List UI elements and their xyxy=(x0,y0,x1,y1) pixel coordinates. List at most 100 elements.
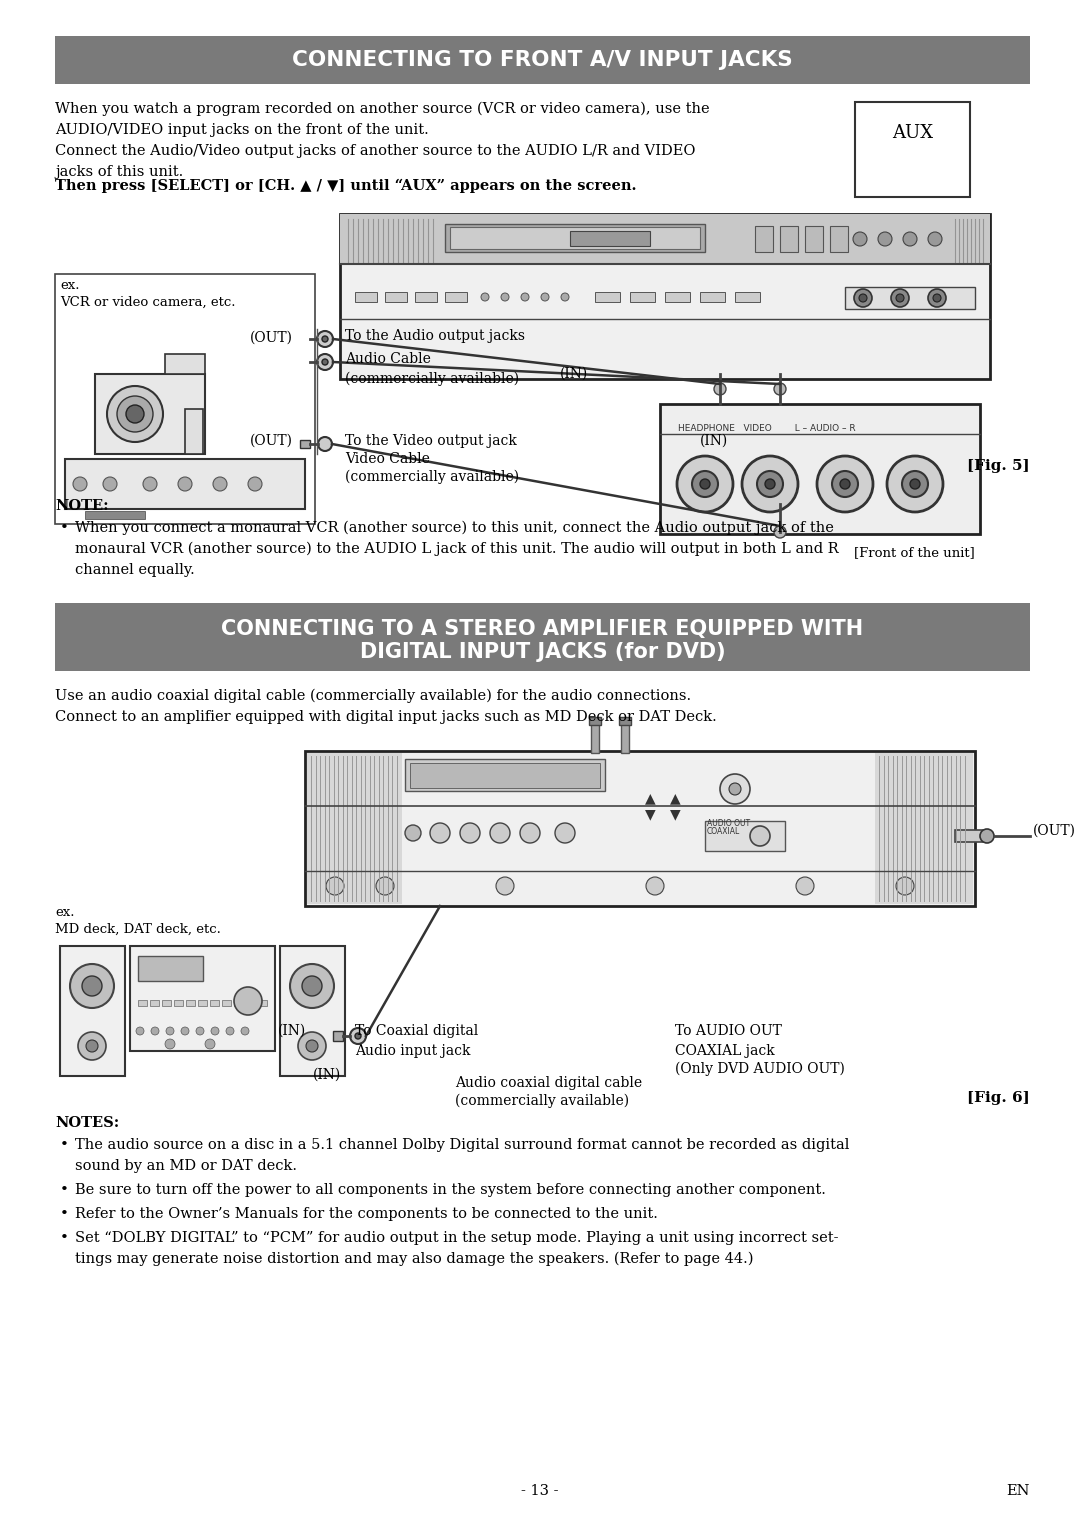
Bar xyxy=(307,752,402,903)
Text: CONNECTING TO A STEREO AMPLIFIER EQUIPPED WITH: CONNECTING TO A STEREO AMPLIFIER EQUIPPE… xyxy=(221,620,864,639)
Text: HEADPHONE   VIDEO        L – AUDIO – R: HEADPHONE VIDEO L – AUDIO – R xyxy=(678,424,855,433)
Circle shape xyxy=(302,977,322,996)
Text: - 13 -: - 13 - xyxy=(522,1483,558,1499)
Circle shape xyxy=(86,1041,98,1051)
Text: Connect to an amplifier equipped with digital input jacks such as MD Deck or DAT: Connect to an amplifier equipped with di… xyxy=(55,710,717,723)
Text: •: • xyxy=(60,1138,69,1152)
Bar xyxy=(570,230,650,246)
Bar xyxy=(258,1000,267,1006)
Bar xyxy=(340,214,990,378)
Text: monaural VCR (another source) to the AUDIO L jack of this unit. The audio will o: monaural VCR (another source) to the AUD… xyxy=(75,542,839,557)
Circle shape xyxy=(840,479,850,488)
Circle shape xyxy=(677,456,733,513)
Circle shape xyxy=(646,877,664,896)
Circle shape xyxy=(318,436,332,452)
Circle shape xyxy=(226,1027,234,1035)
Bar xyxy=(85,511,145,519)
Bar xyxy=(780,226,798,252)
Bar xyxy=(305,751,975,906)
Circle shape xyxy=(151,1027,159,1035)
Circle shape xyxy=(298,1032,326,1061)
Bar xyxy=(65,459,305,510)
Bar xyxy=(60,946,125,1076)
Circle shape xyxy=(928,232,942,246)
Text: CONNECTING TO FRONT A/V INPUT JACKS: CONNECTING TO FRONT A/V INPUT JACKS xyxy=(292,50,793,70)
Circle shape xyxy=(126,404,144,423)
Circle shape xyxy=(902,472,928,497)
Bar xyxy=(755,226,773,252)
Text: ex.: ex. xyxy=(60,279,80,291)
Circle shape xyxy=(82,977,102,996)
Circle shape xyxy=(322,359,328,365)
Text: •: • xyxy=(60,520,69,536)
Circle shape xyxy=(165,1039,175,1048)
Bar xyxy=(445,224,705,252)
Text: •: • xyxy=(60,1231,69,1245)
Circle shape xyxy=(854,288,872,307)
Circle shape xyxy=(519,823,540,842)
Text: [Front of the unit]: [Front of the unit] xyxy=(854,546,975,559)
Text: NOTE:: NOTE: xyxy=(55,499,109,513)
Circle shape xyxy=(496,877,514,896)
Circle shape xyxy=(896,877,914,896)
Bar xyxy=(55,275,315,523)
Bar xyxy=(595,291,620,302)
Text: sound by an MD or DAT deck.: sound by an MD or DAT deck. xyxy=(75,1160,297,1173)
Circle shape xyxy=(211,1027,219,1035)
Bar xyxy=(185,409,203,455)
Text: [Fig. 6]: [Fig. 6] xyxy=(968,1091,1030,1105)
Bar xyxy=(210,1000,219,1006)
Bar xyxy=(445,291,467,302)
Text: Refer to the Owner’s Manuals for the components to be connected to the unit.: Refer to the Owner’s Manuals for the com… xyxy=(75,1207,658,1221)
Bar xyxy=(162,1000,171,1006)
Circle shape xyxy=(178,478,192,491)
Circle shape xyxy=(561,293,569,301)
Circle shape xyxy=(896,295,904,302)
Circle shape xyxy=(306,1041,318,1051)
Bar xyxy=(95,374,205,455)
Bar xyxy=(300,439,310,449)
Circle shape xyxy=(832,472,858,497)
Circle shape xyxy=(107,386,163,443)
Circle shape xyxy=(928,288,946,307)
Circle shape xyxy=(980,829,994,842)
Text: channel equally.: channel equally. xyxy=(75,563,194,577)
Bar xyxy=(405,758,605,790)
Bar xyxy=(700,291,725,302)
Circle shape xyxy=(774,526,786,539)
Bar xyxy=(198,1000,207,1006)
Text: [Fig. 5]: [Fig. 5] xyxy=(968,459,1030,473)
Bar xyxy=(246,1000,255,1006)
Circle shape xyxy=(541,293,549,301)
Text: Audio Cable: Audio Cable xyxy=(345,353,431,366)
Bar xyxy=(355,291,377,302)
Circle shape xyxy=(853,232,867,246)
Bar xyxy=(665,291,690,302)
Circle shape xyxy=(729,783,741,795)
Circle shape xyxy=(291,964,334,1009)
Text: DIGITAL INPUT JACKS (for DVD): DIGITAL INPUT JACKS (for DVD) xyxy=(360,642,726,662)
Circle shape xyxy=(350,1029,366,1044)
Bar xyxy=(415,291,437,302)
Circle shape xyxy=(933,295,941,302)
Bar xyxy=(280,946,345,1076)
Circle shape xyxy=(859,295,867,302)
Text: (commercially available): (commercially available) xyxy=(345,470,519,484)
Text: ▲
▼: ▲ ▼ xyxy=(670,790,680,821)
Text: AUDIO/VIDEO input jacks on the front of the unit.: AUDIO/VIDEO input jacks on the front of … xyxy=(55,124,429,137)
Bar xyxy=(384,291,407,302)
Text: (IN): (IN) xyxy=(278,1024,307,1038)
Text: (commercially available): (commercially available) xyxy=(455,1094,630,1108)
Bar xyxy=(130,946,275,1051)
Bar xyxy=(735,291,760,302)
Text: jacks of this unit.: jacks of this unit. xyxy=(55,165,184,179)
Circle shape xyxy=(903,232,917,246)
Circle shape xyxy=(501,293,509,301)
Text: (IN): (IN) xyxy=(700,433,728,449)
Text: VCR or video camera, etc.: VCR or video camera, etc. xyxy=(60,296,235,308)
Text: AUX: AUX xyxy=(892,124,933,142)
Circle shape xyxy=(136,1027,144,1035)
Text: (IN): (IN) xyxy=(561,366,589,382)
Circle shape xyxy=(318,354,333,369)
Text: MD deck, DAT deck, etc.: MD deck, DAT deck, etc. xyxy=(55,923,221,935)
